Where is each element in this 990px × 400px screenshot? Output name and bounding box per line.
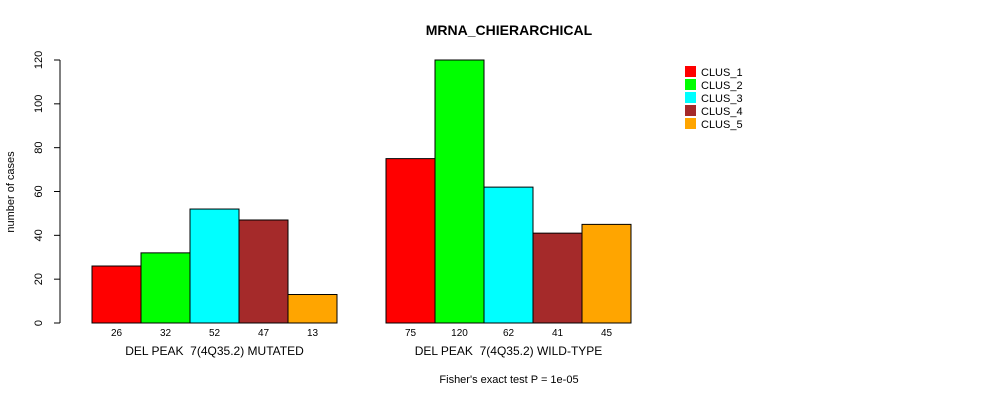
bar-clus-1	[385, 158, 436, 324]
legend-label: CLUS_2	[701, 80, 743, 92]
bar-clus-2	[434, 59, 485, 324]
legend-label: CLUS_4	[701, 106, 743, 118]
bar-clus-1	[91, 265, 142, 324]
legend-swatch	[685, 66, 696, 77]
bar-clus-3	[483, 186, 534, 324]
bar-value-label: 120	[451, 328, 468, 339]
y-tick-label: 80	[33, 142, 45, 154]
y-axis-label: number of cases	[5, 151, 17, 233]
footnote: Fisher's exact test P = 1e-05	[439, 374, 578, 386]
bar-value-label: 62	[503, 328, 515, 339]
legend-swatch	[685, 118, 696, 129]
bar-value-label: 32	[160, 328, 172, 339]
bar-clus-4	[238, 219, 289, 324]
y-tick-label: 100	[33, 95, 45, 113]
legend-swatch	[685, 92, 696, 103]
y-tick-label: 40	[33, 229, 45, 241]
group-label: DEL PEAK 7(4Q35.2) WILD-TYPE	[415, 344, 603, 358]
bar-value-label: 47	[258, 328, 270, 339]
legend-label: CLUS_3	[701, 93, 743, 105]
y-tick-label: 120	[33, 51, 45, 69]
bar-clus-2	[140, 252, 191, 324]
bar-value-label: 13	[307, 328, 319, 339]
chart-title: MRNA_CHIERARCHICAL	[426, 22, 593, 38]
bar-clus-5	[287, 294, 338, 324]
legend-label: CLUS_5	[701, 119, 743, 131]
y-axis: 0 20 40 60 80 100 120	[33, 51, 61, 326]
bar-value-label: 52	[209, 328, 221, 339]
group-label: DEL PEAK 7(4Q35.2) MUTATED	[125, 344, 304, 358]
y-tick-label: 60	[33, 185, 45, 197]
bar-value-label: 75	[405, 328, 417, 339]
legend-label: CLUS_1	[701, 67, 743, 79]
bar-value-label: 41	[552, 328, 564, 339]
bar-value-label: 26	[111, 328, 123, 339]
legend-swatch	[685, 79, 696, 90]
bar-clus-3	[189, 208, 240, 324]
bar-clus-4	[532, 232, 583, 324]
bar-value-label: 45	[601, 328, 613, 339]
legend-swatch	[685, 105, 696, 116]
y-tick-label: 0	[33, 320, 45, 326]
bar-clus-5	[581, 223, 632, 324]
y-tick-label: 20	[33, 273, 45, 285]
